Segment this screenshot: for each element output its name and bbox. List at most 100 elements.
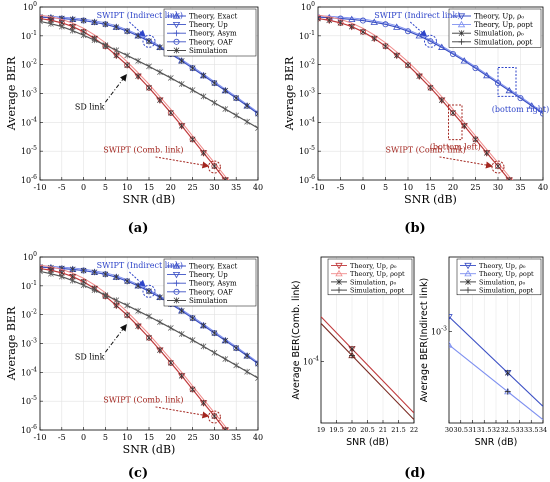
legend-entry: Theory, Asym — [189, 280, 237, 288]
data-point — [146, 288, 152, 295]
x-axis-label: SNR (dB) — [123, 193, 176, 206]
x-tick-label: 21 — [379, 426, 387, 434]
legend-box — [163, 8, 257, 57]
y-tick-label: 10-6 — [21, 174, 37, 185]
series-upper-bound-line — [40, 264, 230, 430]
data-point — [124, 52, 131, 59]
data-point — [517, 95, 524, 102]
x-tick-label: 33.5 — [524, 426, 538, 434]
data-point — [393, 52, 400, 59]
data-point — [189, 315, 196, 322]
data-point — [189, 386, 196, 393]
x-tick-label: 5 — [103, 183, 108, 192]
legend-marker — [458, 38, 465, 45]
legend-entry: Theory, OAF — [189, 288, 233, 296]
data-point — [102, 271, 109, 278]
data-point — [450, 109, 456, 116]
data-point — [505, 86, 513, 94]
data-point — [495, 163, 501, 170]
data-point — [211, 330, 218, 337]
data-point — [540, 212, 545, 218]
legend-entry: Simulation — [189, 47, 228, 55]
legend-marker — [172, 12, 181, 19]
series-upper-bound-line — [318, 14, 514, 180]
data-point — [146, 63, 152, 70]
x-tick-label: 40 — [538, 183, 548, 192]
data-point — [157, 294, 163, 301]
annotation-indirect-link: SWIPT (Indirect link) — [374, 11, 460, 20]
data-point — [427, 84, 434, 91]
data-point — [80, 282, 87, 289]
data-point — [48, 270, 54, 277]
data-point — [370, 18, 378, 25]
data-point — [449, 50, 456, 57]
data-point — [244, 201, 250, 206]
x-tick-label: 31.5 — [477, 426, 491, 434]
legend-entry: Simulation, ρ₀ — [479, 278, 526, 286]
x-tick-label: 25 — [188, 183, 198, 192]
legend-entry: Simulation, ρopt — [474, 38, 533, 46]
data-point — [124, 62, 131, 69]
legend-box — [163, 258, 257, 307]
data-point — [58, 273, 65, 280]
x-tick-label: 20 — [166, 433, 176, 442]
data-point — [40, 18, 43, 25]
data-point — [348, 23, 355, 30]
legend-entry: Theory, Up, ρ₀ — [350, 262, 397, 270]
data-point — [326, 17, 333, 24]
data-point — [178, 122, 185, 129]
data-point — [337, 19, 344, 26]
data-point — [529, 200, 534, 206]
data-point — [222, 427, 229, 430]
x-tick-label: 0 — [81, 433, 86, 442]
data-point — [349, 352, 355, 359]
legend-box — [448, 8, 542, 48]
y-tick-label: 10-4 — [303, 356, 319, 367]
x-tick-label: 0 — [360, 183, 365, 192]
data-point — [113, 47, 120, 54]
data-point — [113, 52, 120, 59]
zoom-box-bottom-left — [448, 104, 463, 141]
data-point — [189, 87, 196, 94]
zoom-panel-2: 30 30.5 31 31.5 32 32.5 33 33.5 34 10-3 SNR (dB) Av… — [419, 256, 547, 448]
legend-entry: Theory, Up, ρ₀ — [479, 262, 526, 270]
data-point — [58, 23, 65, 30]
data-point — [113, 297, 120, 304]
plot-area — [449, 314, 543, 421]
series-upper-bound-line — [40, 14, 230, 180]
x-tick-label: 34 — [539, 426, 547, 434]
legend-entry: Theory, Up, ρopt — [350, 270, 405, 278]
annotation-indirect-link: SWIPT (Indirect link) — [97, 261, 183, 270]
data-point — [460, 57, 468, 64]
x-tick-label: 15 — [144, 183, 154, 192]
data-point — [382, 21, 389, 28]
y-tick-label: 100 — [301, 1, 315, 12]
x-tick-label: 25 — [188, 433, 198, 442]
x-tick-label: -10 — [312, 183, 325, 192]
data-point — [102, 292, 109, 299]
legend-entry: Theory, OAF — [189, 38, 233, 46]
annotation-arrow — [409, 21, 428, 37]
data-point — [200, 72, 207, 79]
legend-marker — [173, 288, 180, 295]
data-point — [255, 360, 258, 367]
data-point — [40, 268, 43, 275]
data-point — [102, 42, 109, 49]
data-point — [91, 37, 98, 44]
legend-entry: Simulation, ρopt — [479, 287, 534, 295]
data-point — [222, 337, 229, 344]
data-point — [233, 345, 240, 352]
data-point — [48, 20, 54, 27]
chart-panel-3: -10 -5 0 5 10 15 20 25 30 35 40 100 10-1 10-2 10-3 10-4… — [5, 251, 263, 468]
data-point — [255, 462, 260, 468]
highlight-circle — [142, 34, 156, 48]
annotation-arrow — [155, 156, 210, 169]
data-point — [244, 118, 250, 125]
data-point — [135, 73, 141, 80]
annotation-arrow — [129, 271, 146, 287]
x-tick-label: 22 — [410, 426, 418, 434]
data-point — [124, 278, 131, 285]
legend-marker — [464, 269, 472, 277]
